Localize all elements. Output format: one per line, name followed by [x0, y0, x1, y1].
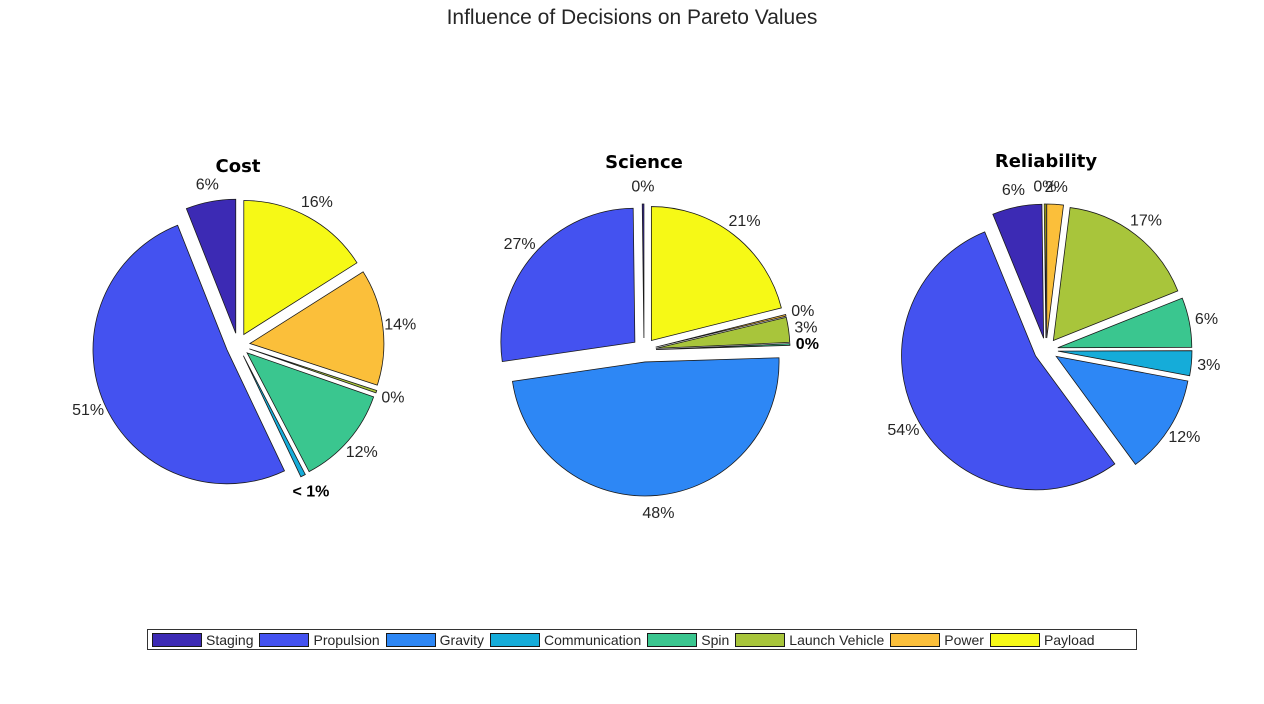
legend-label: Propulsion — [313, 631, 380, 648]
slice-label-spin: 6% — [1195, 311, 1218, 328]
slice-label-launch-vehicle: 3% — [794, 319, 817, 336]
slice-spin — [655, 343, 791, 350]
pie-reliability: Reliability 2% 17% 6% 3% 12% 54% 6% 0% — [887, 151, 1220, 491]
slice-communication — [242, 355, 306, 478]
slice-label-staging: 6% — [1002, 182, 1025, 199]
slice-label-propulsion: 54% — [887, 422, 919, 439]
legend-item-launch-vehicle: Launch Vehicle — [735, 632, 884, 648]
slice-label-launch-vehicle: 17% — [1130, 213, 1162, 230]
legend-item-payload: Payload — [989, 631, 1095, 648]
legend-swatch — [385, 632, 436, 647]
slice-propulsion — [92, 224, 286, 485]
slice-label-power: 0% — [791, 303, 814, 320]
legend-swatch — [890, 632, 941, 647]
slice-label-power: 2% — [1045, 179, 1068, 196]
pie-title: Science — [605, 152, 683, 173]
slice-gravity — [512, 357, 780, 497]
legend-swatch — [489, 632, 540, 647]
slice-communication — [1057, 350, 1193, 377]
slice-spin — [1057, 297, 1193, 349]
slice-label-payload: 0% — [1033, 179, 1056, 196]
slice-label-propulsion: 51% — [72, 402, 104, 419]
legend-label: Staging — [206, 631, 254, 648]
slice-label-spin: 0% — [796, 336, 819, 353]
pie-title: Cost — [216, 156, 261, 177]
slice-power — [1046, 203, 1064, 339]
slice-launch-vehicle — [655, 316, 791, 349]
slice-label-power: 14% — [384, 317, 416, 334]
slice-label-propulsion: 27% — [504, 236, 536, 253]
legend-item-spin: Spin — [647, 632, 729, 648]
slice-label-staging: 0% — [631, 179, 654, 196]
legend-swatch — [735, 632, 786, 647]
slice-label-payload: 16% — [301, 194, 333, 211]
slice-launch-vehicle — [1052, 207, 1179, 342]
legend-item-gravity: Gravity — [385, 631, 484, 648]
slice-label-payload: 21% — [729, 213, 761, 230]
legend-swatch — [989, 632, 1040, 647]
slice-label-communication: 3% — [1197, 357, 1220, 374]
slice-label-spin: 12% — [346, 444, 378, 461]
legend-label: Power — [944, 631, 984, 648]
slice-payload — [650, 206, 782, 342]
slice-label-gravity: 12% — [1168, 429, 1200, 446]
slice-power — [248, 271, 385, 386]
slice-label-communication: < 1% — [292, 483, 329, 500]
legend-swatch — [259, 632, 310, 647]
slice-label-staging: 6% — [196, 176, 219, 193]
legend: Staging Propulsion Gravity Communication Spi… — [147, 629, 1137, 650]
legend-swatch — [647, 632, 698, 647]
slice-staging — [992, 203, 1045, 339]
legend-label: Gravity — [439, 631, 484, 648]
slice-payload — [243, 200, 358, 336]
slice-staging — [641, 203, 645, 339]
slice-staging — [185, 198, 237, 334]
legend-label: Launch Vehicle — [789, 631, 885, 648]
legend-label: Spin — [701, 631, 730, 648]
slice-spin — [246, 352, 375, 473]
slice-power — [655, 314, 787, 348]
legend-item-propulsion: Propulsion — [259, 631, 380, 648]
legend-item-power: Power — [890, 632, 984, 648]
legend-swatch — [152, 632, 202, 647]
slice-launch-vehicle — [249, 348, 378, 394]
slice-payload — [1043, 203, 1047, 339]
slice-label-launch-vehicle: 0% — [381, 389, 404, 406]
legend-item-communication: Communication — [489, 631, 642, 648]
figure-title: Influence of Decisions on Pareto Values — [446, 6, 818, 29]
slice-propulsion — [500, 207, 636, 363]
pie-title: Reliability — [995, 151, 1098, 172]
legend-label: Communication — [543, 631, 642, 648]
slice-gravity — [1055, 355, 1189, 465]
legend-label: Payload — [1043, 631, 1095, 648]
pie-cost: Cost 16% 14% 0% 12% < 1% 51% 6% — [72, 156, 416, 500]
slice-propulsion — [901, 231, 1116, 491]
legend-item-staging: Staging — [152, 632, 253, 648]
slice-label-gravity: 48% — [642, 505, 674, 522]
